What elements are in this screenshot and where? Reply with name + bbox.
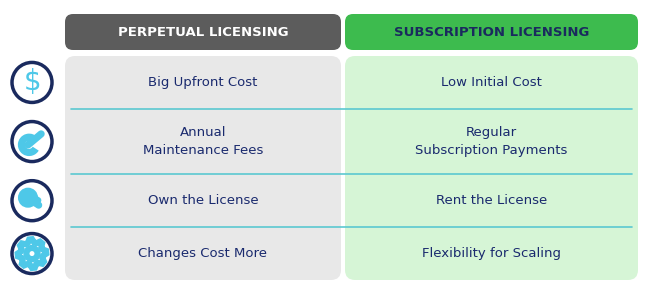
Text: Low Initial Cost: Low Initial Cost [441,76,542,89]
Circle shape [12,233,52,273]
Text: Annual
Maintenance Fees: Annual Maintenance Fees [143,126,263,157]
FancyBboxPatch shape [65,56,341,280]
Text: SUBSCRIPTION LICENSING: SUBSCRIPTION LICENSING [394,26,589,39]
FancyBboxPatch shape [345,14,638,50]
Text: Changes Cost More: Changes Cost More [138,247,268,260]
Circle shape [12,62,52,102]
Text: Own the License: Own the License [148,194,258,207]
Circle shape [12,181,52,221]
Circle shape [12,121,52,162]
Text: Big Upfront Cost: Big Upfront Cost [148,76,257,89]
Text: Flexibility for Scaling: Flexibility for Scaling [422,247,561,260]
Text: Rent the License: Rent the License [436,194,547,207]
Text: $: $ [23,69,41,96]
FancyBboxPatch shape [65,14,341,50]
Text: Regular
Subscription Payments: Regular Subscription Payments [415,126,567,157]
FancyBboxPatch shape [345,56,638,280]
Text: PERPETUAL LICENSING: PERPETUAL LICENSING [118,26,289,39]
